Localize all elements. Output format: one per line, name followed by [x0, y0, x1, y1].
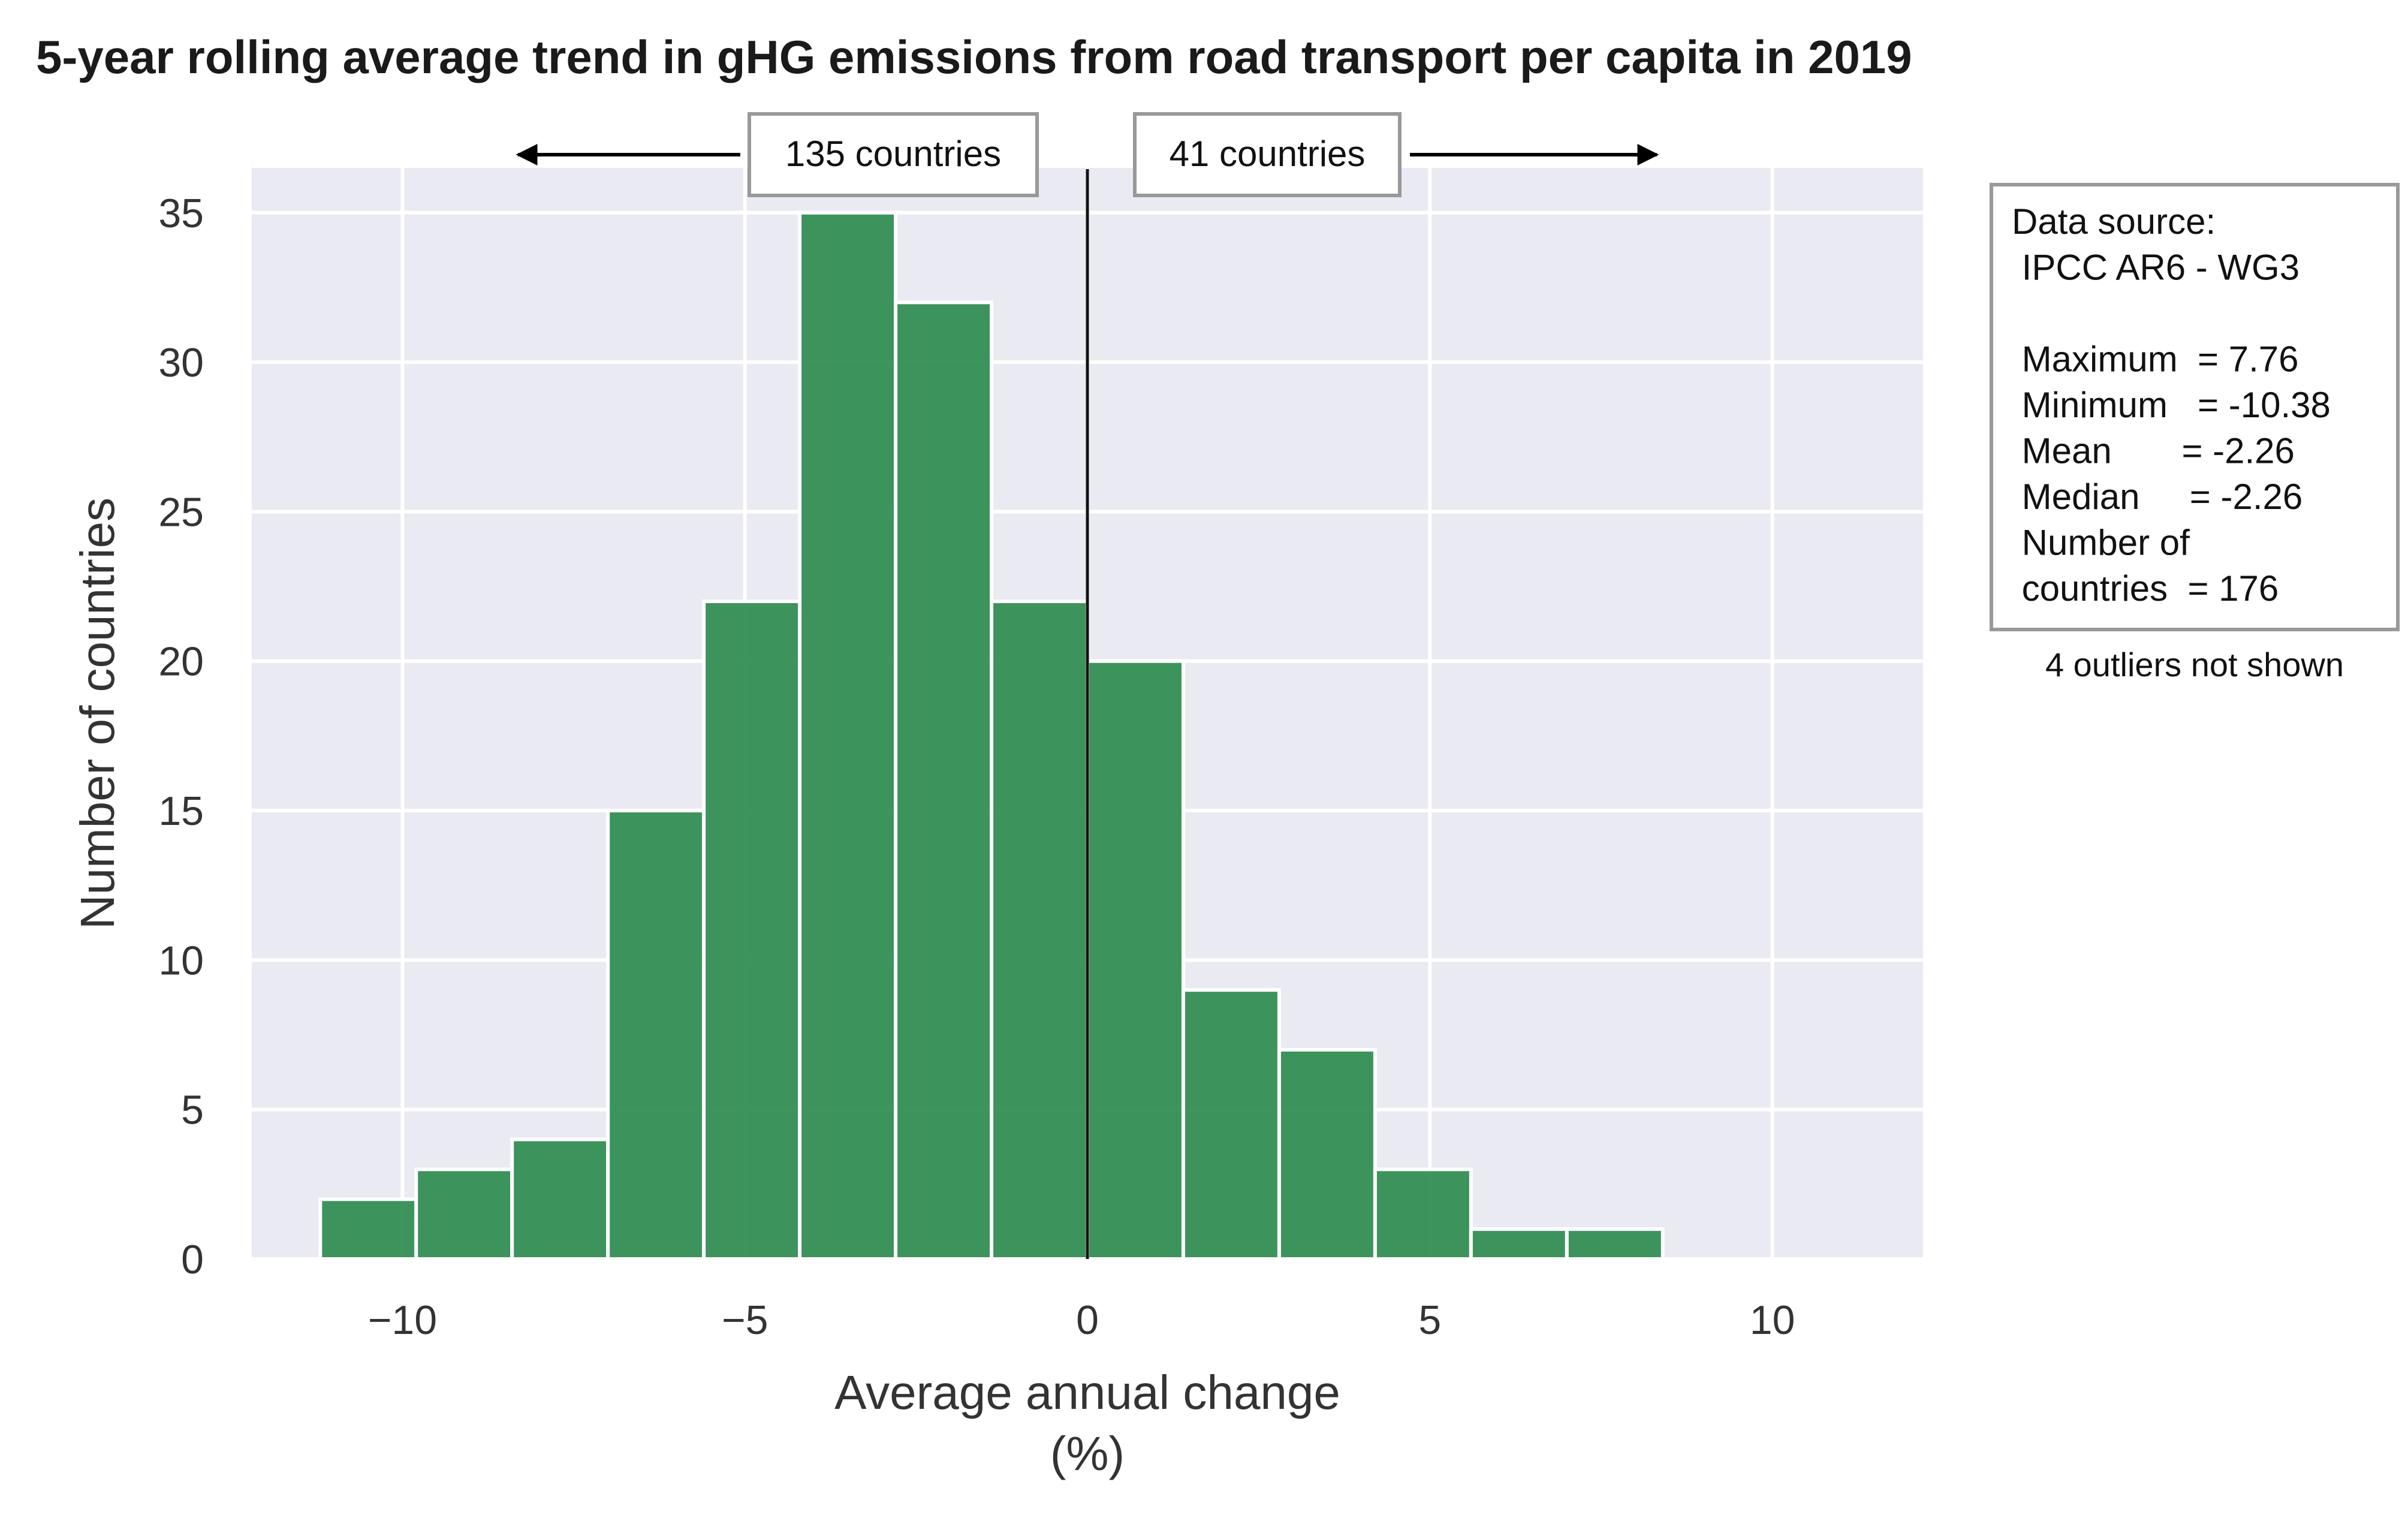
y-tick-label: 30 [158, 340, 204, 385]
x-axis-unit-label: (%) [1050, 1427, 1125, 1480]
histogram-bar [1469, 1227, 1569, 1261]
data-source-info-box: Data source: IPCC AR6 - WG3 Maximum = 7.… [1990, 183, 2400, 683]
y-tick-label: 25 [158, 489, 204, 535]
outliers-note: 4 outliers not shown [2045, 646, 2344, 683]
info-box-line: Median = -2.26 [2012, 477, 2302, 517]
histogram-bars [318, 210, 1665, 1261]
y-tick-label: 35 [158, 191, 204, 236]
y-tick-label: 15 [158, 788, 204, 834]
x-tick-label: −5 [722, 1297, 768, 1343]
y-tick-label: 5 [181, 1088, 204, 1133]
x-tick-label: 0 [1076, 1297, 1099, 1343]
histogram-bar [702, 600, 802, 1261]
histogram-bar [798, 210, 898, 1261]
histogram-bar [990, 600, 1090, 1261]
y-tick-label: 20 [158, 639, 204, 685]
histogram-bar [1277, 1047, 1377, 1261]
histogram-bar [414, 1167, 514, 1261]
x-axis-label: Average annual change [834, 1366, 1340, 1419]
histogram-bar [894, 300, 994, 1261]
y-tick-label: 10 [158, 938, 204, 983]
info-box-line: Maximum = 7.76 [2012, 339, 2299, 379]
histogram-bar [1565, 1227, 1665, 1261]
x-tick-label: 10 [1750, 1297, 1795, 1343]
x-tick-label: 5 [1418, 1297, 1441, 1343]
histogram-bar [1086, 659, 1185, 1261]
histogram-bar [318, 1197, 418, 1261]
country-count-annotations: 135 countries 41 countries [516, 112, 1659, 197]
tick-labels: −10 −5 0 5 10 0 5 10 15 20 25 30 35 [158, 191, 1795, 1343]
histogram-bar [1181, 988, 1281, 1261]
histogram-bar [1373, 1167, 1473, 1261]
info-box-line: Data source: [2012, 201, 2216, 242]
right-annotation-box [1133, 112, 1402, 197]
info-box-line: Minimum = -10.38 [2012, 385, 2331, 425]
y-axis-label: Number of countries [71, 498, 124, 929]
info-box-frame [1990, 183, 2400, 631]
right-annotation-label: 41 countries [1170, 134, 1366, 174]
info-box-line: countries = 176 [2012, 568, 2279, 609]
info-box-line: Mean = -2.26 [2012, 431, 2295, 471]
y-tick-label: 0 [181, 1237, 204, 1282]
info-box-line: Number of [2012, 523, 2190, 563]
chart-title: 5-year rolling average trend in gHG emis… [36, 31, 1912, 83]
histogram-bar [606, 809, 706, 1261]
x-tick-label: −10 [368, 1297, 437, 1343]
left-annotation-label: 135 countries [785, 134, 1001, 174]
histogram-bar [510, 1137, 610, 1261]
info-box-line: IPCC AR6 - WG3 [2012, 248, 2299, 288]
left-annotation-box [748, 112, 1039, 197]
